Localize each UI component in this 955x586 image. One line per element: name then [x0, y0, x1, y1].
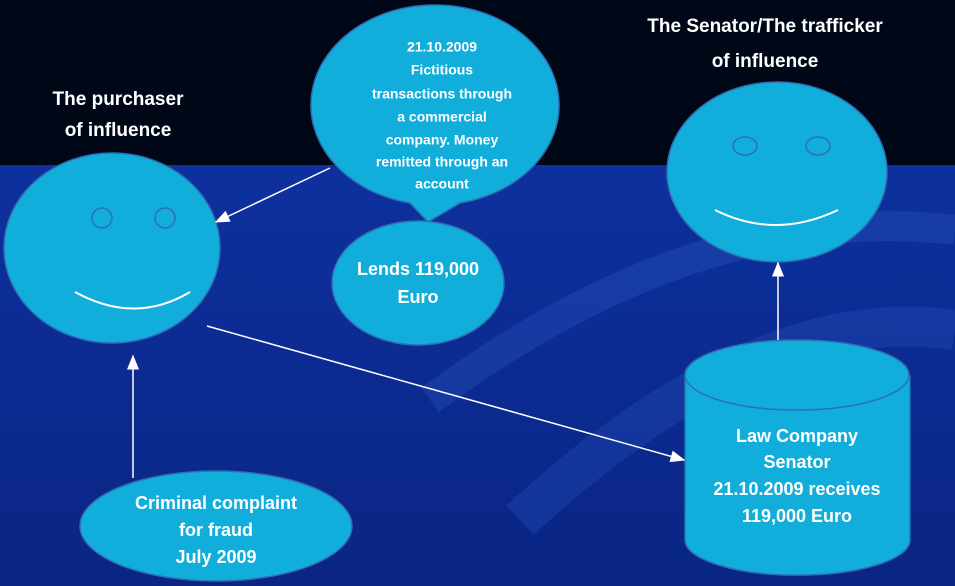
text: transactions through — [372, 86, 512, 102]
arrow — [206, 325, 686, 463]
label: The Senator/The trafficker — [647, 16, 883, 37]
text: Euro — [397, 287, 438, 307]
text: Fictitious — [411, 62, 473, 78]
arrow — [214, 167, 331, 223]
text: July 2009 — [175, 547, 256, 567]
label: of influence — [65, 120, 172, 141]
text: Lends 119,000 — [357, 259, 479, 279]
text: 21.10.2009 — [407, 39, 477, 55]
smiley-left — [3, 152, 221, 344]
text: Criminal complaint — [135, 493, 297, 513]
text: a commercial — [397, 109, 487, 125]
text: account — [415, 176, 469, 192]
smiley-right — [666, 81, 888, 263]
decor-arc — [421, 211, 955, 413]
bubble-text: 21.10.2009 Fictitious transactions throu… — [372, 39, 512, 192]
text: company. Money — [386, 132, 499, 148]
loan-ellipse — [331, 220, 505, 346]
text: Senator — [763, 452, 830, 472]
text: 21.10.2009 receives — [713, 479, 880, 499]
text: remitted through an — [376, 154, 508, 170]
complaint-ellipse — [79, 470, 353, 582]
text: 119,000 Euro — [742, 506, 852, 526]
cylinder — [684, 339, 911, 576]
label: The purchaser — [53, 89, 185, 110]
text: Law Company — [736, 426, 858, 446]
speech-bubble — [310, 4, 560, 223]
text: for fraud — [179, 520, 253, 540]
label: of influence — [712, 51, 819, 72]
